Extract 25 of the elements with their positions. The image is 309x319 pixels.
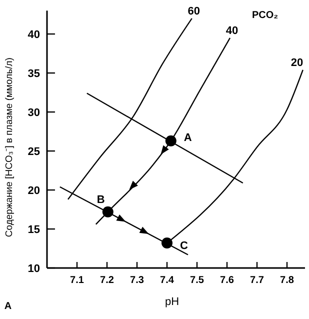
y-tick-label: 20 <box>28 185 40 197</box>
y-tick-label: 40 <box>28 29 40 41</box>
x-tick-label: 7.1 <box>70 275 84 286</box>
x-tick-label: 7.4 <box>160 275 174 286</box>
x-tick-label: 7.7 <box>250 275 264 286</box>
x-tick-label: 7.5 <box>190 275 204 286</box>
annotation: B <box>96 194 105 206</box>
x-axis-title: pH <box>164 296 180 308</box>
y-tick-label: 35 <box>28 68 40 80</box>
x-tick-label: 7.8 <box>280 275 294 286</box>
annotation: A <box>184 132 192 144</box>
y-tick-label: 15 <box>28 224 40 236</box>
series-label: 40 <box>226 24 238 37</box>
series-label: 20 <box>290 56 304 69</box>
annotation: C <box>180 240 188 252</box>
series-label: 60 <box>188 5 200 18</box>
x-tick-label: 7.6 <box>220 275 234 286</box>
y-tick-label: 30 <box>28 107 40 119</box>
y-axis-title: Содержание [HCO₃⁻] в плазме (ммоль/л) <box>4 58 15 238</box>
annotation: PCO₂ <box>252 10 278 21</box>
x-tick-label: 7.2 <box>100 275 114 286</box>
x-tick-label: 7.3 <box>130 275 144 286</box>
text: A <box>4 301 12 312</box>
y-tick-label: 10 <box>28 263 40 275</box>
y-tick-label: 25 <box>28 146 40 158</box>
